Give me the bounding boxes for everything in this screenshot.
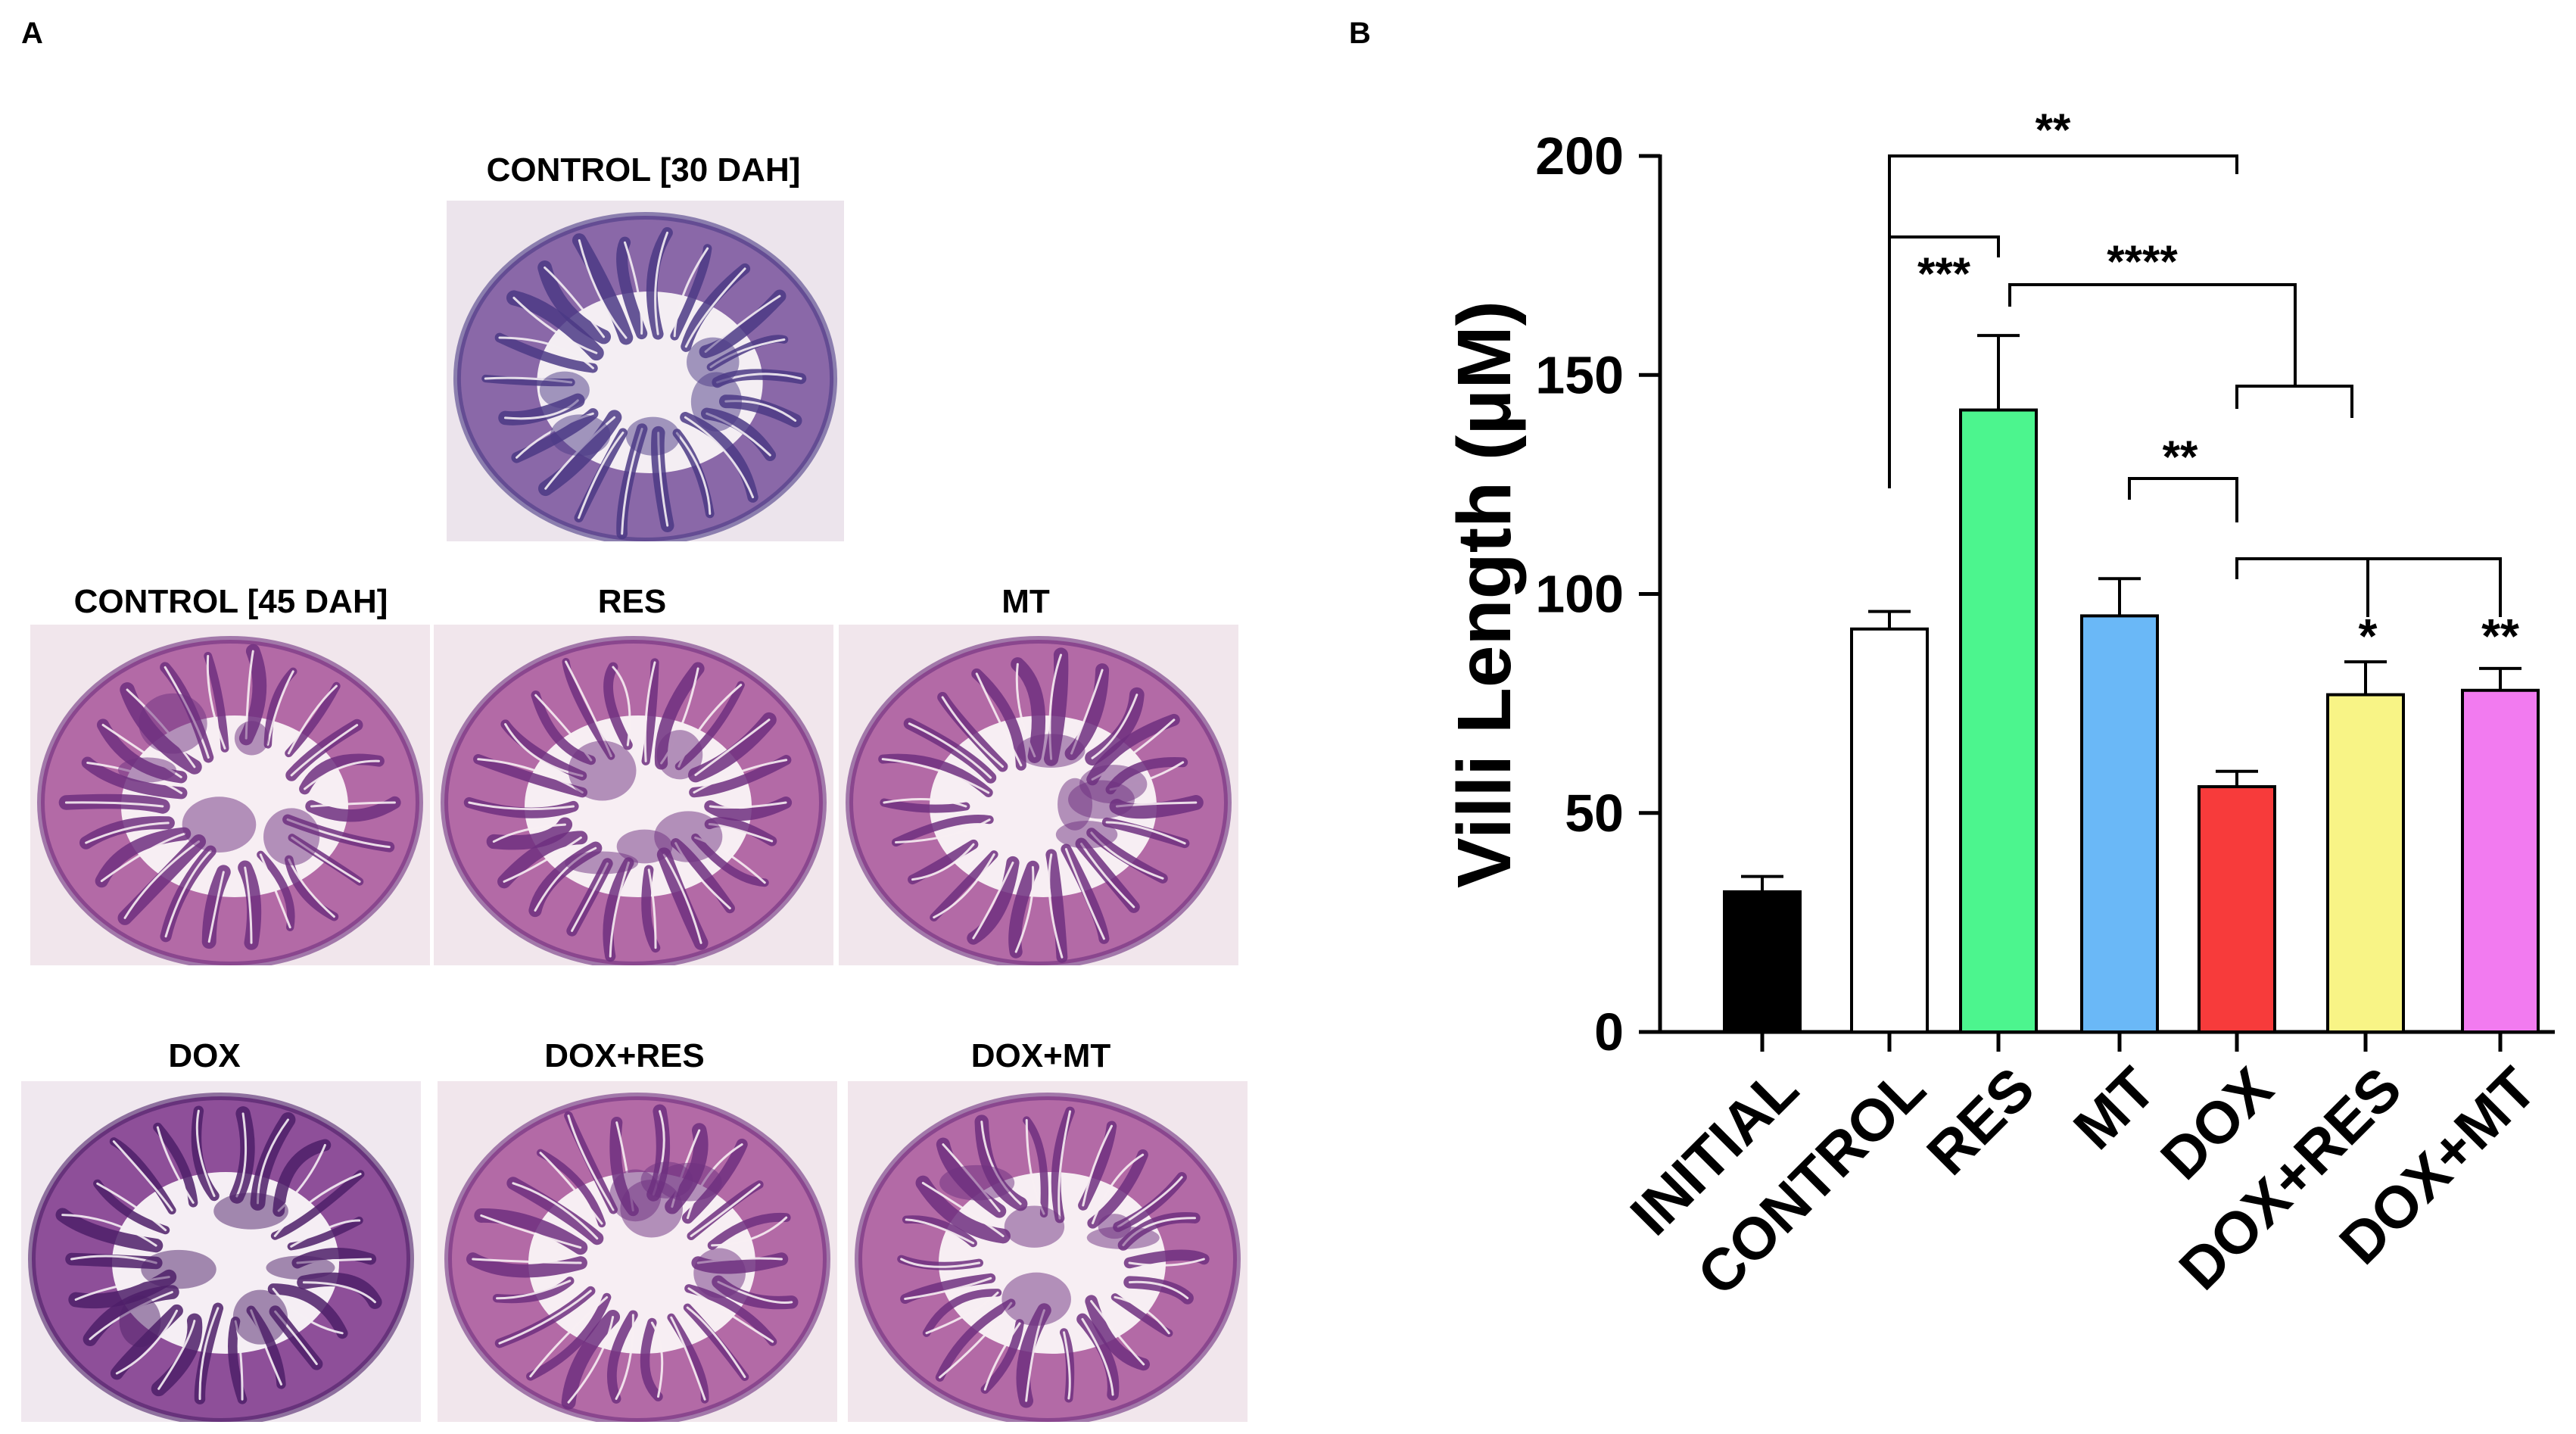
y-tick-label: 0 [1594,1002,1624,1061]
micrograph-label-control-30dah: CONTROL [30 DAH] [486,151,801,189]
micrograph-control-45dah [30,625,430,965]
micrograph-label-dox: DOX [168,1037,241,1074]
sig-label-mt-dox: ** [2163,432,2198,482]
micrograph-control-30dah [447,201,844,541]
micrograph-mt [839,625,1238,965]
y-tick-label: 200 [1535,126,1624,185]
micrograph-label-dox-mt: DOX+MT [970,1037,1111,1074]
panel-b-letter: B [1349,17,1371,50]
sig-label-control-dox: ** [2036,104,2071,155]
bar-dox-res [2326,693,2405,1033]
x-tick-label: RES [1914,1055,2047,1188]
sig-label-dox-doxres: * [2359,609,2378,663]
y-tick-label: 150 [1535,345,1624,404]
bar-initial [1723,890,1802,1033]
sig-bracket-res-group [2008,283,2297,386]
micrograph-res [434,625,833,965]
sig-bracket-control-dox [1888,154,2238,488]
bar-mt [2080,614,2159,1033]
bar-control [1850,627,1929,1033]
sig-bracket-dox-doxres-group [2235,385,2353,418]
panel-a-letter: A [21,17,43,50]
bar-res [1959,408,2038,1033]
sig-label-control-res: *** [1917,248,1971,299]
bar-dox-mt [2461,688,2540,1034]
sig-bracket-mt-dox [2128,477,2238,522]
y-tick-label: 100 [1535,565,1624,624]
micrograph-dox-mt [848,1081,1248,1422]
micrograph-label-mt: MT [1001,583,1050,620]
sig-label-res-group: **** [2107,236,2178,287]
micrograph-dox-res [438,1081,837,1422]
y-axis-label: Villi Length (μM) [1442,301,1527,888]
micrograph-dox [21,1081,421,1422]
micrograph-label-control-45dah: CONTROL [45 DAH] [73,583,388,620]
micrograph-label-res: RES [597,583,667,620]
y-tick-label: 50 [1565,784,1624,843]
bar-dox [2198,785,2276,1034]
sig-label-dox-doxmt: ** [2481,609,2519,663]
micrograph-label-dox-res: DOX+RES [544,1037,705,1074]
sig-bracket-control-res [1888,235,2000,273]
